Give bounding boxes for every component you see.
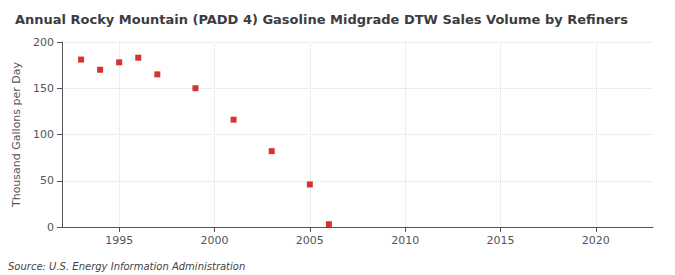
svg-text:2005: 2005	[296, 234, 324, 247]
svg-text:0: 0	[47, 221, 54, 234]
svg-text:1995: 1995	[105, 234, 133, 247]
svg-text:2020: 2020	[582, 234, 610, 247]
svg-text:Source: U.S. Energy Informatio: Source: U.S. Energy Information Administ…	[8, 261, 245, 272]
svg-text:200: 200	[33, 36, 54, 49]
svg-text:150: 150	[33, 82, 54, 95]
svg-text:2000: 2000	[201, 234, 229, 247]
svg-text:2015: 2015	[486, 234, 514, 247]
svg-text:Thousand Gallons per Day: Thousand Gallons per Day	[10, 61, 23, 208]
svg-text:100: 100	[33, 128, 54, 141]
svg-text:Annual Rocky Mountain (PADD 4): Annual Rocky Mountain (PADD 4) Gasoline …	[15, 12, 628, 27]
svg-text:2010: 2010	[391, 234, 419, 247]
svg-text:50: 50	[40, 174, 54, 187]
